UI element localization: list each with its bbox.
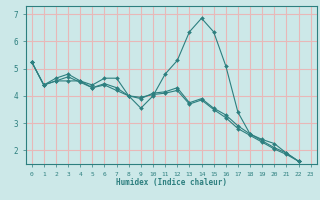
X-axis label: Humidex (Indice chaleur): Humidex (Indice chaleur) [116, 178, 227, 187]
